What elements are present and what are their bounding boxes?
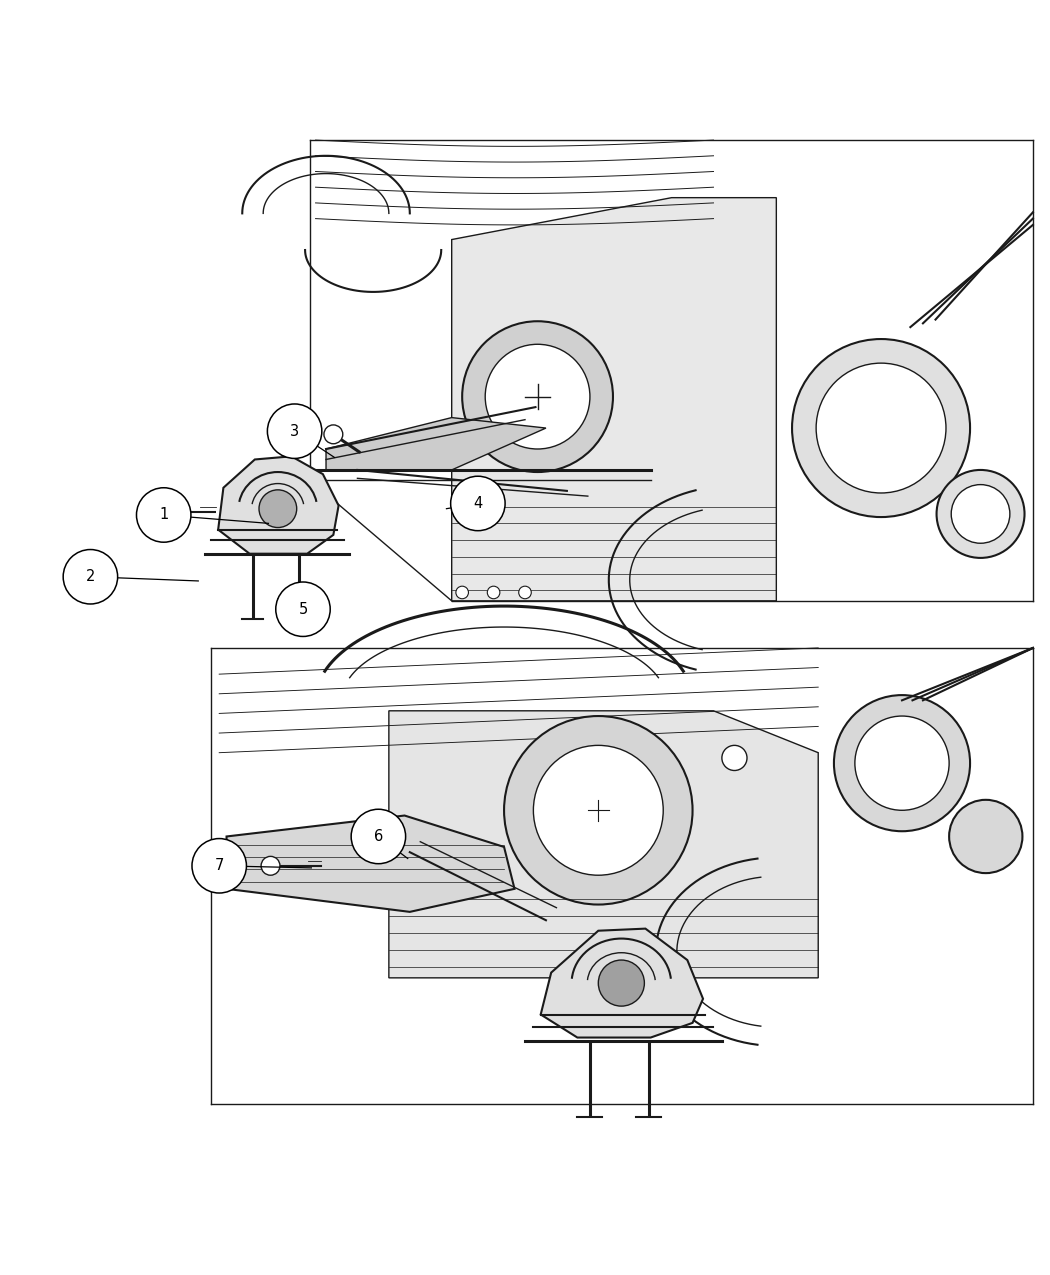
Polygon shape — [218, 456, 338, 553]
Circle shape — [519, 586, 531, 599]
Circle shape — [259, 490, 297, 528]
Circle shape — [63, 550, 118, 604]
Polygon shape — [541, 928, 704, 1038]
Text: 3: 3 — [290, 423, 299, 439]
Text: 2: 2 — [86, 569, 96, 584]
Text: 7: 7 — [214, 858, 224, 873]
Circle shape — [937, 470, 1025, 558]
Polygon shape — [452, 198, 776, 601]
Circle shape — [855, 717, 949, 811]
Circle shape — [485, 344, 590, 449]
Circle shape — [834, 695, 970, 831]
Circle shape — [792, 339, 970, 518]
Circle shape — [816, 363, 946, 493]
Circle shape — [462, 321, 613, 472]
Circle shape — [261, 857, 280, 875]
Text: 6: 6 — [374, 829, 383, 844]
Circle shape — [268, 404, 322, 459]
Circle shape — [136, 488, 191, 542]
Circle shape — [324, 425, 342, 444]
Text: 4: 4 — [474, 496, 483, 511]
Text: 5: 5 — [298, 602, 308, 617]
Text: 1: 1 — [160, 507, 168, 523]
Circle shape — [487, 586, 500, 599]
Circle shape — [276, 581, 330, 636]
Circle shape — [351, 810, 405, 863]
Circle shape — [192, 839, 247, 892]
Circle shape — [951, 484, 1010, 543]
Circle shape — [533, 746, 664, 875]
Circle shape — [722, 746, 747, 770]
Circle shape — [949, 799, 1023, 873]
Circle shape — [504, 717, 693, 904]
Circle shape — [450, 477, 505, 530]
Polygon shape — [388, 710, 818, 978]
Circle shape — [161, 504, 177, 520]
Circle shape — [456, 586, 468, 599]
Circle shape — [598, 960, 645, 1006]
Polygon shape — [227, 816, 514, 912]
Polygon shape — [327, 418, 546, 470]
